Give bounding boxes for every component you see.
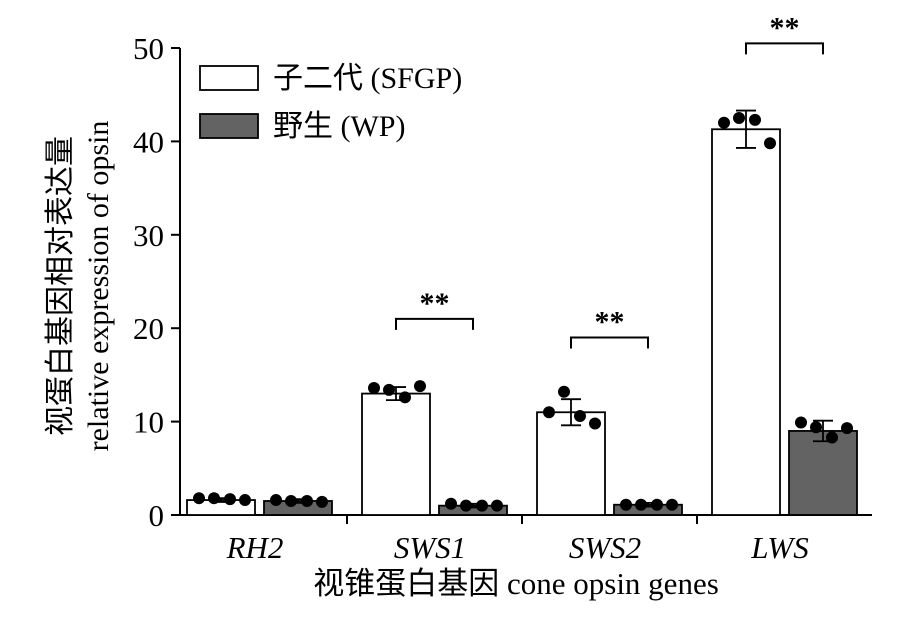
data-point [224,493,236,506]
legend-label: 野生 (WP) [273,110,405,143]
x-tick-label: SWS2 [569,530,641,565]
data-points-group [193,112,853,512]
data-point [383,383,395,396]
significance-bracket [570,336,649,349]
y-tick-label: 20 [133,311,164,346]
data-point [826,431,838,444]
x-axis: RH2 SWS1 SWS2 LWS [180,514,872,565]
data-point [491,499,503,512]
legend: 子二代 (SFGP) 野生 (WP) [199,62,462,143]
data-point [795,416,807,429]
bars-group [186,128,858,516]
y-tick-label: 10 [133,405,164,440]
x-axis-title: 视锥蛋白基因 cone opsin genes [313,566,719,601]
data-point [414,380,426,393]
data-point [270,494,282,507]
data-point [558,385,570,398]
data-point [285,494,297,507]
significance-bracket [745,42,824,55]
data-point [301,494,313,507]
bar [788,430,858,516]
data-point [749,113,761,126]
y-axis-title-en: relative expression of opsin [82,121,115,452]
y-tick-label: 40 [133,124,164,159]
y-axis: 0 10 20 30 40 50 [133,31,181,533]
x-tick-label: SWS1 [394,530,466,565]
data-point [316,495,328,508]
bar [361,392,431,516]
data-point [208,492,220,505]
significance-bracket [395,317,474,330]
y-tick-label: 30 [133,218,164,253]
bar [711,128,781,516]
x-tick-label: RH2 [226,530,284,565]
data-point [543,406,555,419]
data-point [239,494,251,507]
significance-label: ** [595,306,625,339]
data-point [635,498,647,511]
x-tick-label: LWS [750,530,808,565]
data-point [574,409,586,422]
significance-label: ** [420,287,450,320]
data-point [460,499,472,512]
data-point [764,137,776,150]
data-point [589,417,601,430]
y-axis-title-cn: 视蛋白基因相对表达量 [44,136,77,436]
legend-label: 子二代 (SFGP) [273,62,462,95]
data-point [445,497,457,510]
legend-swatch [199,113,259,139]
significance-group: ** ** ** [395,11,824,349]
data-point [476,499,488,512]
data-point [841,422,853,435]
data-point [733,112,745,125]
data-point [399,391,411,404]
data-point [620,498,632,511]
legend-swatch [199,65,259,91]
data-point [718,116,730,129]
y-tick-label: 0 [149,498,165,533]
data-point [193,492,205,505]
y-tick-label: 50 [133,31,164,66]
data-point [666,498,678,511]
y-axis-title: 视蛋白基因相对表达量 relative expression of opsin [44,121,115,452]
data-point [651,498,663,511]
bar [536,411,606,516]
data-point [810,421,822,434]
significance-label: ** [770,11,800,44]
data-point [368,381,380,394]
